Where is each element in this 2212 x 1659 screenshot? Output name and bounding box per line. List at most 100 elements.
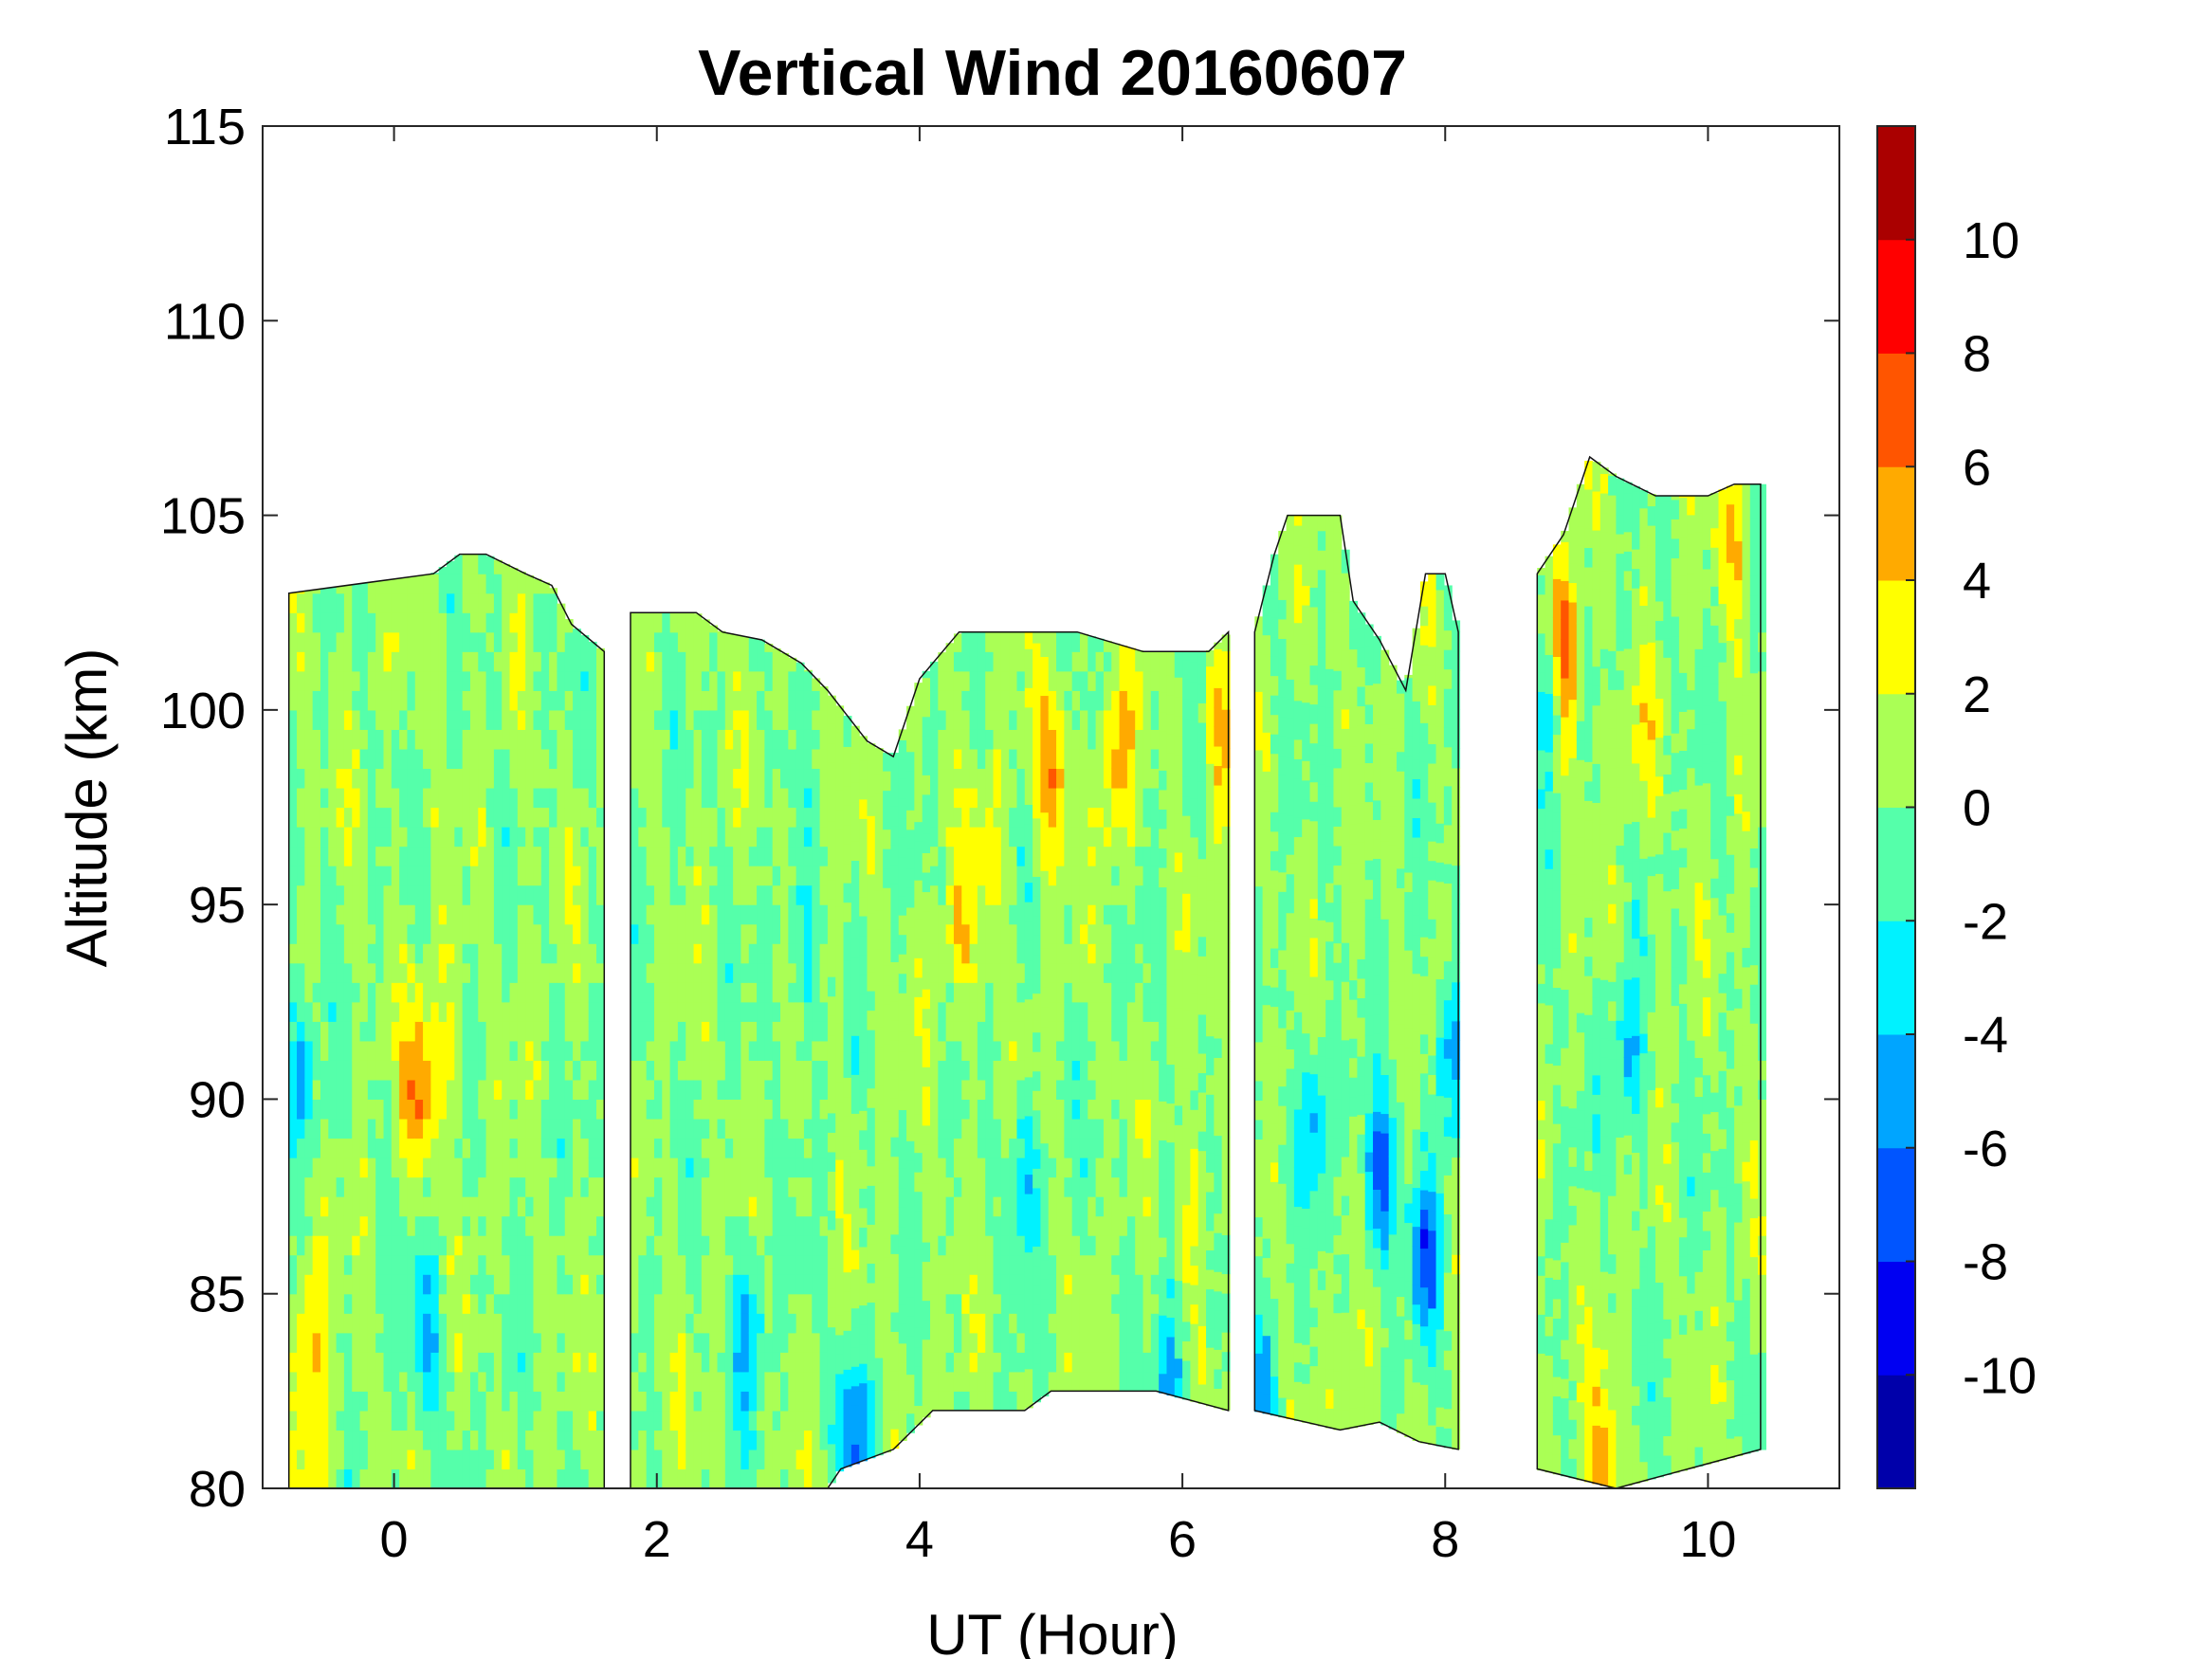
contour-cell bbox=[906, 1198, 915, 1219]
contour-cell bbox=[493, 748, 503, 770]
contour-cell bbox=[430, 1254, 440, 1275]
contour-cell bbox=[391, 787, 400, 809]
contour-cell bbox=[580, 1254, 590, 1275]
contour-cell bbox=[867, 834, 876, 855]
contour-cell bbox=[812, 690, 821, 711]
contour-cell bbox=[1079, 1274, 1088, 1295]
contour-cell bbox=[1166, 1025, 1176, 1046]
contour-cell bbox=[922, 989, 931, 1010]
contour-cell bbox=[898, 1012, 907, 1032]
contour-cell bbox=[748, 1274, 758, 1295]
contour-cell bbox=[297, 1449, 305, 1470]
contour-cell bbox=[580, 1430, 590, 1450]
contour-cell bbox=[525, 923, 535, 944]
contour-segment bbox=[287, 553, 606, 1488]
contour-cell bbox=[462, 1001, 471, 1022]
contour-cell bbox=[1221, 1214, 1231, 1235]
contour-cell bbox=[1048, 904, 1057, 925]
contour-cell bbox=[328, 1040, 338, 1061]
contour-cell bbox=[1206, 919, 1215, 939]
contour-cell bbox=[399, 1371, 409, 1392]
contour-cell bbox=[1214, 1349, 1223, 1370]
contour-cell bbox=[343, 709, 353, 730]
contour-cell bbox=[1079, 1352, 1088, 1373]
contour-cell bbox=[724, 1274, 734, 1295]
contour-cell bbox=[977, 1060, 986, 1081]
contour-cell bbox=[564, 1118, 574, 1139]
contour-cell bbox=[1040, 1259, 1050, 1280]
contour-cell bbox=[1135, 1099, 1144, 1120]
contour-cell bbox=[383, 962, 393, 983]
contour-cell bbox=[1071, 982, 1081, 1003]
contour-cell bbox=[414, 651, 424, 672]
contour-cell bbox=[1126, 1293, 1136, 1314]
contour-cell bbox=[391, 1099, 400, 1120]
contour-cell bbox=[320, 1001, 329, 1022]
contour-cell bbox=[795, 690, 805, 711]
contour-cell bbox=[1016, 962, 1026, 983]
contour-cell bbox=[1119, 827, 1128, 848]
contour-cell bbox=[407, 1060, 416, 1081]
contour-cell bbox=[827, 1073, 836, 1094]
contour-cell bbox=[945, 962, 955, 983]
contour-cell bbox=[343, 651, 353, 672]
contour-cell bbox=[653, 1138, 663, 1158]
contour-cell bbox=[533, 578, 542, 594]
contour-cell bbox=[1254, 1080, 1264, 1101]
contour-cell bbox=[312, 807, 321, 828]
contour-cell bbox=[914, 976, 923, 997]
contour-cell bbox=[1040, 1376, 1050, 1397]
contour-cell bbox=[549, 1215, 558, 1236]
contour-cell bbox=[343, 1099, 353, 1120]
contour-cell bbox=[1064, 1235, 1073, 1256]
contour-cell bbox=[938, 1001, 947, 1022]
contour-cell bbox=[352, 904, 361, 925]
contour-cell bbox=[1135, 748, 1144, 770]
contour-cell bbox=[352, 1449, 361, 1470]
contour-cell bbox=[423, 1235, 431, 1256]
contour-cell bbox=[549, 1313, 558, 1334]
contour-cell bbox=[573, 1430, 581, 1450]
contour-cell bbox=[1095, 1079, 1105, 1101]
contour-cell bbox=[772, 904, 781, 925]
contour-cell bbox=[898, 836, 907, 858]
contour-cell bbox=[557, 1254, 566, 1275]
contour-cell bbox=[709, 1060, 719, 1081]
contour-cell bbox=[740, 1001, 750, 1022]
contour-cell bbox=[693, 1313, 703, 1334]
contour-cell bbox=[1214, 745, 1223, 767]
contour-cell bbox=[677, 904, 686, 925]
contour-cell bbox=[662, 884, 671, 905]
contour-cell bbox=[493, 1371, 503, 1392]
contour-cell bbox=[1190, 739, 1199, 760]
contour-cell bbox=[557, 904, 566, 925]
contour-cell bbox=[709, 866, 719, 886]
contour-cell bbox=[1048, 982, 1057, 1003]
contour-cell bbox=[693, 787, 703, 809]
contour-cell bbox=[588, 729, 597, 750]
contour-cell bbox=[686, 1274, 695, 1295]
contour-cell bbox=[1056, 923, 1065, 944]
contour-cell bbox=[906, 1237, 915, 1258]
contour-cell bbox=[1150, 1352, 1160, 1373]
contour-cell bbox=[525, 962, 535, 983]
contour-cell bbox=[1221, 787, 1231, 808]
contour-cell bbox=[502, 962, 511, 983]
contour-cell bbox=[1111, 748, 1121, 770]
contour-cell bbox=[1135, 1274, 1144, 1295]
contour-cell bbox=[733, 884, 742, 905]
contour-cell bbox=[1143, 866, 1152, 886]
contour-cell bbox=[423, 1430, 431, 1450]
contour-cell bbox=[1040, 1201, 1050, 1222]
contour-cell bbox=[867, 1107, 876, 1128]
contour-cell bbox=[764, 1391, 774, 1412]
contour-cell bbox=[1016, 1215, 1026, 1236]
contour-cell bbox=[764, 1430, 774, 1450]
contour-cell bbox=[438, 1293, 448, 1314]
contour-cell bbox=[1174, 1280, 1183, 1301]
contour-cell bbox=[859, 1441, 868, 1462]
contour-cell bbox=[588, 651, 597, 672]
contour-cell bbox=[945, 1254, 955, 1275]
contour-cell bbox=[914, 1230, 923, 1250]
contour-cell bbox=[914, 860, 923, 881]
